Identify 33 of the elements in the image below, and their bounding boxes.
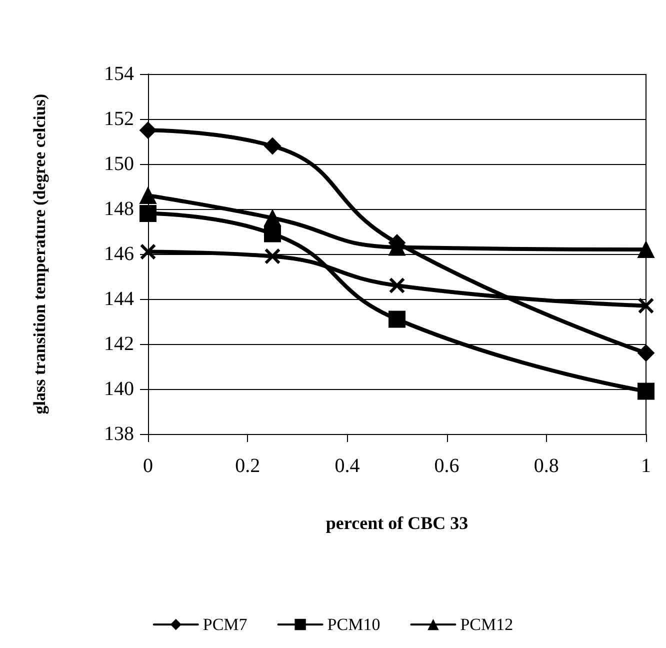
y-tick-label: 146 [104,243,134,265]
y-tick-label: 144 [104,288,134,310]
y-axis-title: glass transition temperature (degree celcius) [30,94,49,414]
point [638,344,654,362]
point [638,241,654,258]
point [140,122,156,139]
x-tick-label: 0.2 [235,455,260,477]
point [140,205,156,222]
y-tick-label: 152 [104,108,134,130]
legend-label: PCM12 [460,615,514,634]
y-tick-label: 142 [104,333,134,355]
point [638,298,654,314]
point [638,382,654,400]
x-axis-title: percent of CBC 33 [326,513,468,533]
x-tick-label: 0 [143,455,153,477]
y-tick-label: 140 [104,378,134,400]
y-tick-label: 148 [104,198,134,220]
point [264,138,281,154]
legend-label: PCM10 [327,615,380,634]
y-tick-label: 154 [104,63,134,85]
point [264,225,281,242]
point [264,210,281,226]
x-tick-label: 0.8 [534,455,559,477]
point [390,278,404,293]
point [265,248,280,264]
x-tick-label: 1 [641,455,651,477]
x-tick-label: 0.6 [434,455,460,477]
y-tick-label: 138 [104,423,134,445]
legend-label: PCM7 [202,615,248,634]
point [140,187,156,204]
point [388,310,406,328]
x-tick-label: 0.4 [334,455,360,477]
y-tick-label: 150 [104,153,134,175]
